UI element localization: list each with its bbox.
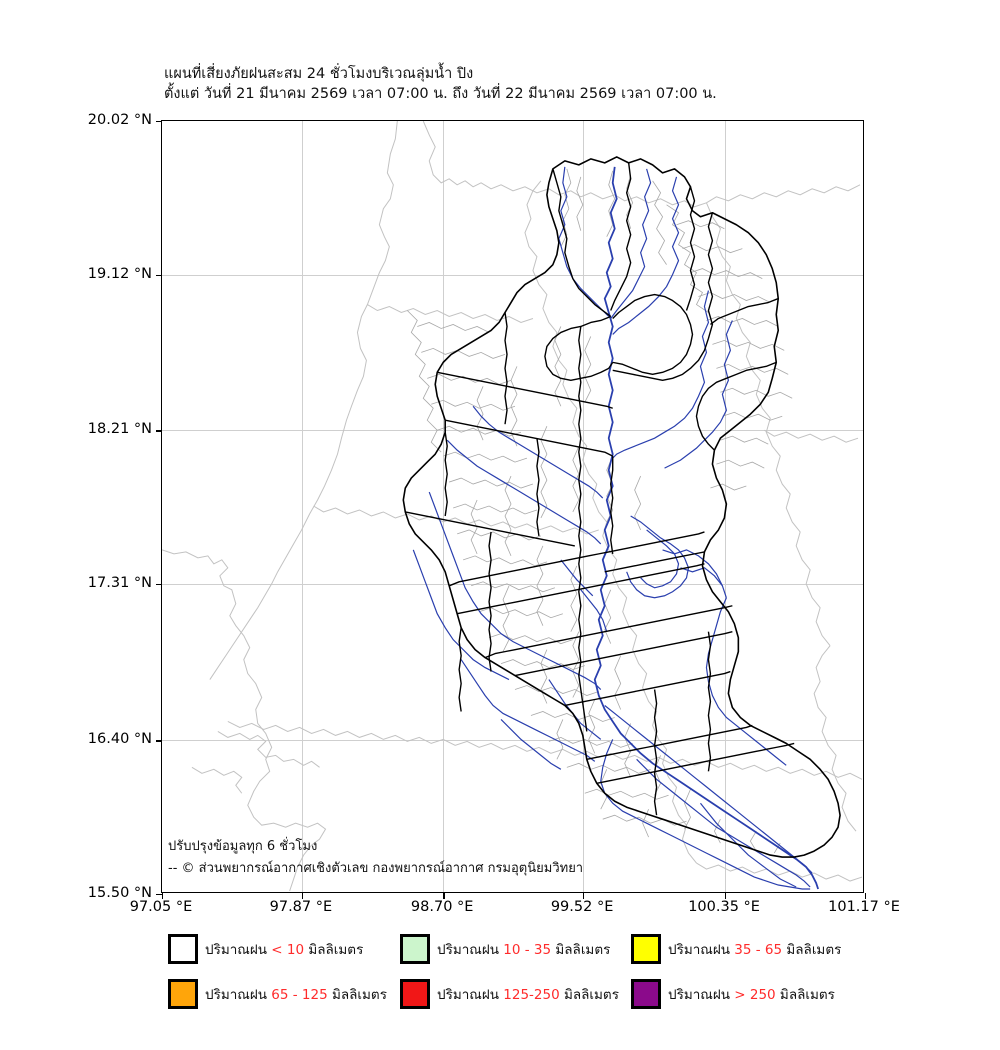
main-rivers-layer [412,166,819,890]
legend-range-value: 10 - 35 [503,942,552,958]
legend-label-unit: มิลลิเมตร [775,987,835,1003]
legend-item[interactable]: ปริมาณฝน > 250 มิลลิเมตร [631,979,835,1009]
ping-basin-map[interactable] [162,121,863,892]
legend-item[interactable]: ปริมาณฝน 10 - 35 มิลลิเมตร [400,934,610,964]
legend-label-unit: มิลลิเมตร [559,987,619,1003]
x-axis-tick-label: 97.05 °E [129,899,193,915]
x-axis-tick-label: 99.52 °E [550,899,614,915]
legend-label: ปริมาณฝน 125-250 มิลลิเมตร [437,983,619,1005]
page-subtitle: ตั้งแต่ วันที่ 21 มีนาคม 2569 เวลา 07:00… [164,86,717,102]
legend-color-swatch [631,934,661,964]
legend-range-value: 65 - 125 [271,987,328,1003]
y-tick-mark [156,584,162,586]
gridline-vertical [443,121,445,892]
gridline-horizontal [162,584,863,586]
legend-label-prefix: ปริมาณฝน [668,987,735,1003]
x-axis-tick-label: 98.70 °E [410,899,474,915]
legend-label: ปริมาณฝน < 10 มิลลิเมตร [205,938,363,960]
credit-note: -- © ส่วนพยากรณ์อากาศเชิงตัวเลข กองพยากร… [168,861,584,876]
x-axis-tick-label: 100.35 °E [688,899,760,915]
legend-item[interactable]: ปริมาณฝน 125-250 มิลลิเมตร [400,979,619,1009]
y-axis-tick-label: 20.02 °N [87,112,152,128]
legend-label: ปริมาณฝน > 250 มิลลิเมตร [668,983,835,1005]
y-axis-tick-label: 17.31 °N [87,575,152,592]
y-tick-mark [156,740,162,742]
province-boundaries-layer [162,121,863,892]
sub-basin-boundaries-layer [402,156,841,858]
x-tick-mark [725,893,727,899]
page-title: แผนที่เสี่ยงภัยฝนสะสม 24 ชั่วโมงบริเวณลุ… [164,66,474,82]
gridline-horizontal [162,274,863,276]
gridline-vertical [583,121,585,892]
legend-label-prefix: ปริมาณฝน [668,942,735,958]
legend-item[interactable]: ปริมาณฝน 65 - 125 มิลลิเมตร [168,979,387,1009]
legend-color-swatch [631,979,661,1009]
y-tick-mark [156,894,162,896]
legend-label-unit: มิลลิเมตร [304,942,364,958]
legend-label-prefix: ปริมาณฝน [437,987,504,1003]
y-axis-tick-label: 16.40 °N [87,731,152,748]
legend-color-swatch [400,979,430,1009]
legend-label-unit: มิลลิเมตร [551,942,611,958]
y-axis-tick-label: 19.12 °N [87,265,152,282]
legend-row-2: ปริมาณฝน 65 - 125 มิลลิเมตร ปริมาณฝน 125-… [0,975,1000,1020]
y-tick-mark [156,121,162,123]
gridline-horizontal [162,430,863,432]
tributary-streams-layer [407,168,793,854]
gridline-vertical [301,121,303,892]
x-tick-mark [583,893,585,899]
legend-label: ปริมาณฝน 35 - 65 มิลลิเมตร [668,938,841,960]
legend-item[interactable]: ปริมาณฝน < 10 มิลลิเมตร [168,934,363,964]
x-axis-tick-label: 101.17 °E [828,899,900,915]
legend-row-1: ปริมาณฝน < 10 มิลลิเมตร ปริมาณฝน 10 - 35 … [0,930,1000,975]
x-axis-tick-label: 97.87 °E [269,899,333,915]
legend-color-swatch [168,934,198,964]
x-tick-mark [443,893,445,899]
legend-range-value: 125-250 [503,987,560,1003]
legend-item[interactable]: ปริมาณฝน 35 - 65 มิลลิเมตร [631,934,841,964]
y-tick-mark [156,430,162,432]
x-tick-mark [162,893,164,899]
legend-label-unit: มิลลิเมตร [782,942,842,958]
legend-color-swatch [400,934,430,964]
y-axis-tick-label: 15.50 °N [87,885,152,901]
legend-label-prefix: ปริมาณฝน [205,987,272,1003]
update-note: ปรับปรุงข้อมูลทุก 6 ชั่วโมง [168,839,318,854]
legend-label: ปริมาณฝน 10 - 35 มิลลิเมตร [437,938,610,960]
map-title-block: แผนที่เสี่ยงภัยฝนสะสม 24 ชั่วโมงบริเวณลุ… [164,64,717,104]
legend-range-value: 35 - 65 [734,942,783,958]
y-axis-tick-label: 18.21 °N [87,421,152,438]
legend-label-prefix: ปริมาณฝน [437,942,504,958]
x-tick-mark [865,893,867,899]
map-plot-area[interactable]: ปรับปรุงข้อมูลทุก 6 ชั่วโมง -- © ส่วนพยา… [156,120,867,899]
x-tick-mark [301,893,304,899]
rainfall-legend: ปริมาณฝน < 10 มิลลิเมตร ปริมาณฝน 10 - 35 … [0,930,1000,1020]
legend-color-swatch [168,979,198,1009]
gridline-horizontal [162,740,863,742]
legend-label-unit: มิลลิเมตร [327,987,387,1003]
y-tick-mark [156,274,162,277]
legend-label-prefix: ปริมาณฝน [205,942,272,958]
legend-range-value: > 250 [734,987,776,1003]
legend-label: ปริมาณฝน 65 - 125 มิลลิเมตร [205,983,387,1005]
legend-range-value: < 10 [271,942,305,958]
